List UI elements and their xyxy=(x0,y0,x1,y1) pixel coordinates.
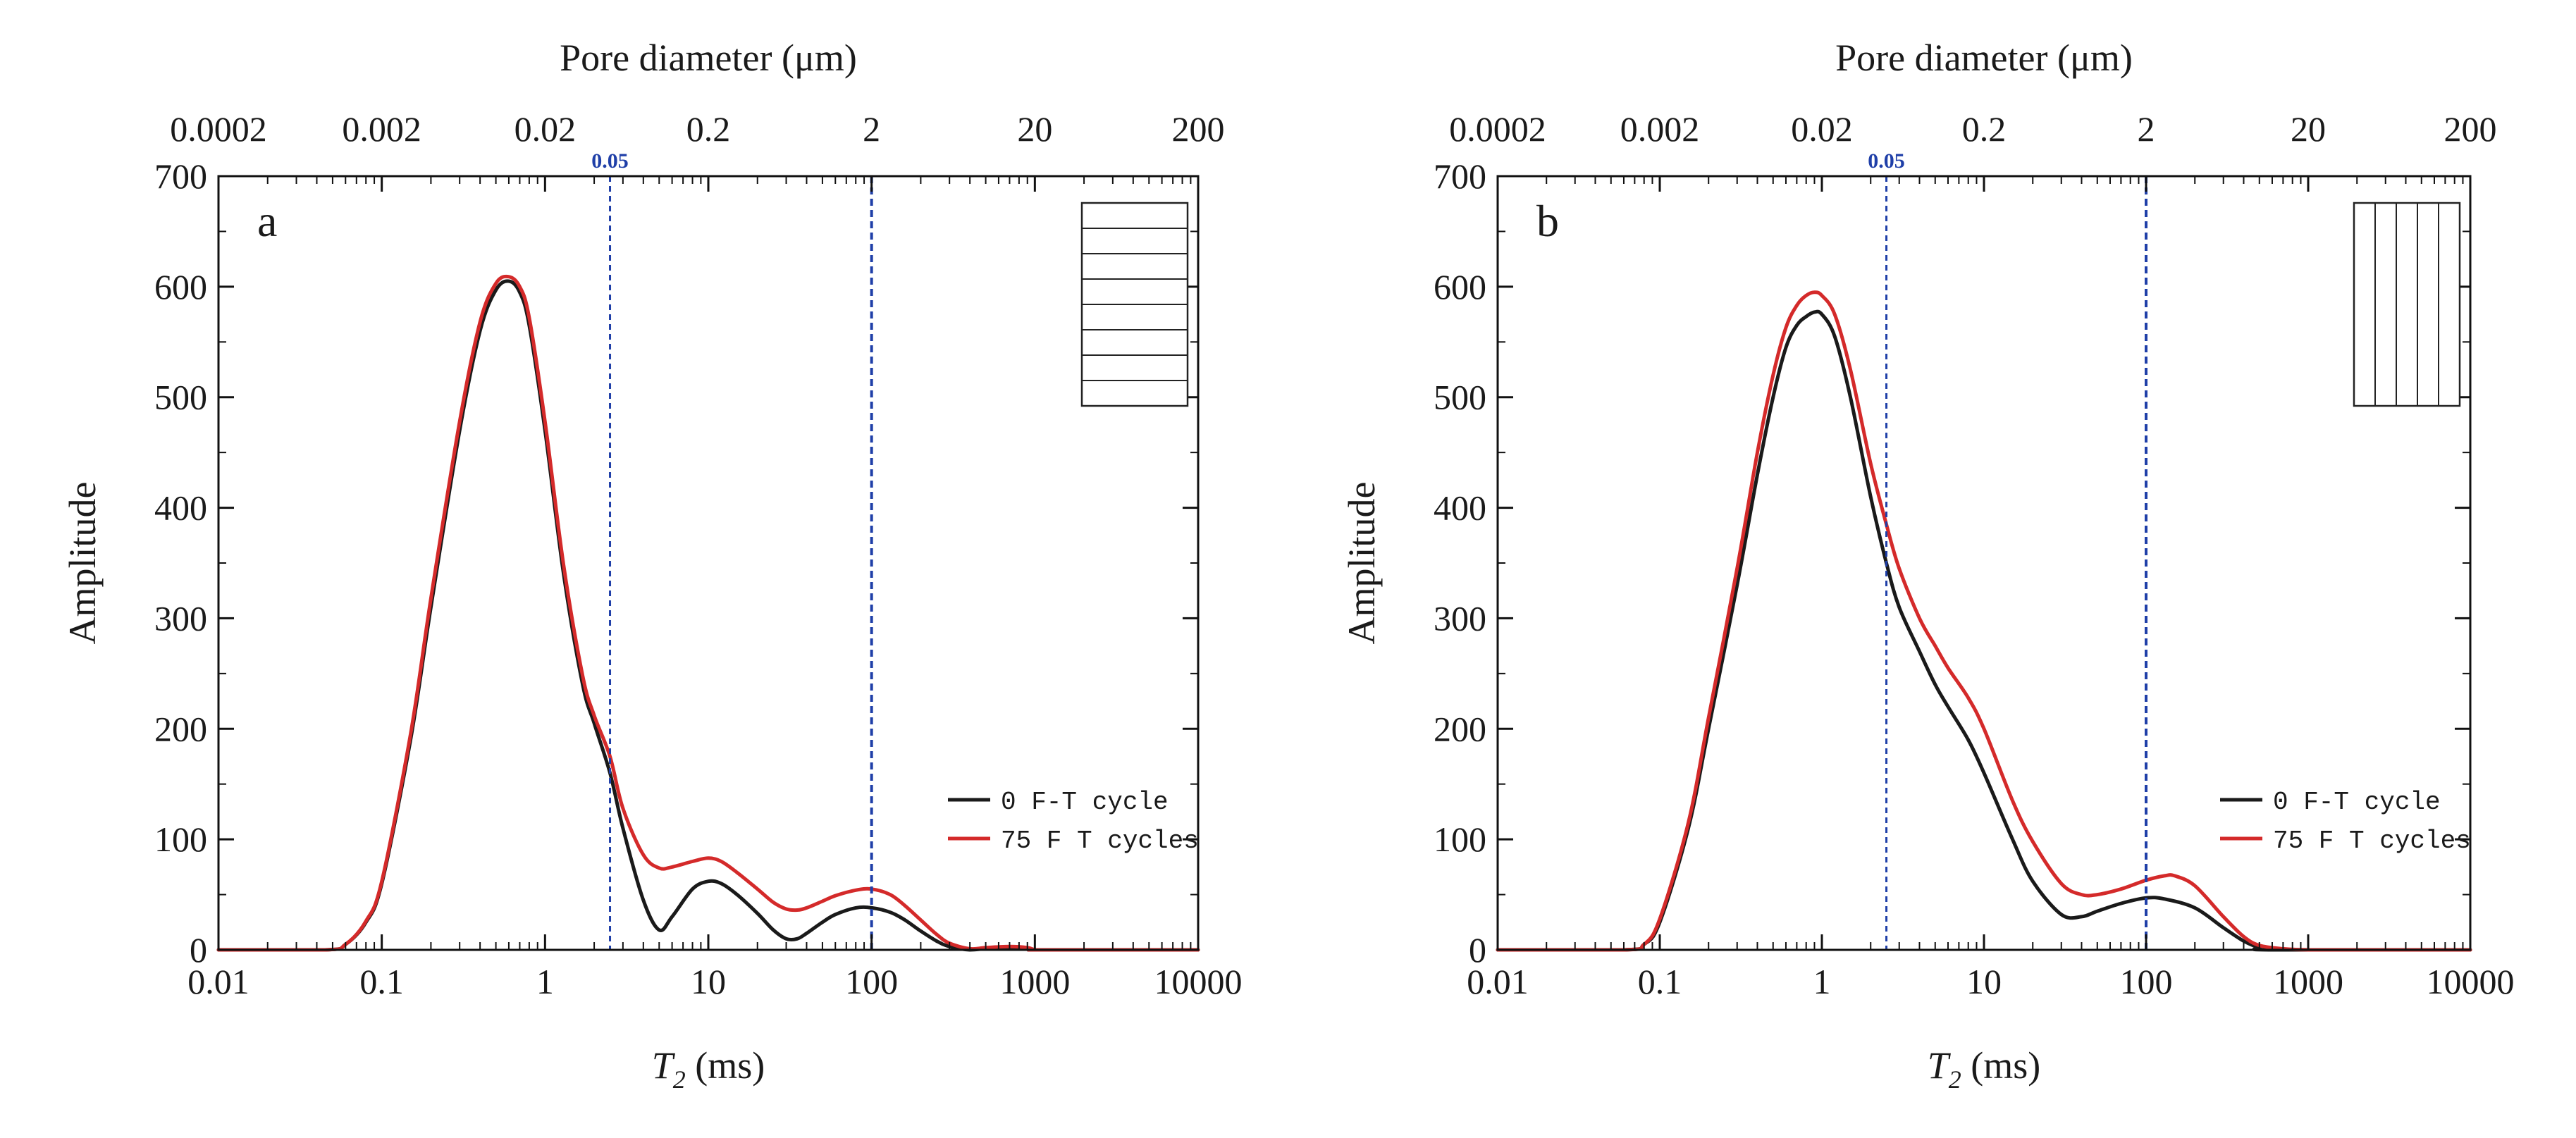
top-tick-label: 0.002 xyxy=(342,109,421,149)
y-tick-label: 200 xyxy=(1434,709,1486,748)
y-tick-label: 700 xyxy=(1434,156,1486,196)
series-line-75-cycles xyxy=(1496,290,2472,952)
x-tick-label: 100 xyxy=(845,962,898,1001)
legend-label: 0 F-T cycle xyxy=(2273,788,2441,817)
top-tick-label: 2 xyxy=(863,109,880,149)
y-axis-title: Amplitude xyxy=(1341,482,1383,645)
series-group xyxy=(216,274,1200,952)
panel-label: a xyxy=(257,196,277,246)
panel-label: b xyxy=(1536,196,1559,246)
x-tick-label: 0.01 xyxy=(187,962,249,1001)
x-tick-label: 0.01 xyxy=(1467,962,1529,1001)
x-axis-title-symbol: T xyxy=(652,1044,676,1087)
x-tick-label: 1 xyxy=(1813,962,1831,1001)
legend-label: 75 F T cycles xyxy=(2273,827,2471,855)
legend-label: 75 F T cycles xyxy=(1001,827,1199,855)
top-tick-label: 0.0002 xyxy=(170,109,267,149)
y-tick-label: 100 xyxy=(154,820,207,859)
vertical-layers-inset xyxy=(2353,202,2461,407)
x-axis-title-subscript: 2 xyxy=(1949,1065,1961,1094)
top-axis-title: Pore diameter (μm) xyxy=(1835,37,2133,79)
reference-line-label: 0.05 xyxy=(1868,149,1905,173)
x-tick-label: 100 xyxy=(2120,962,2173,1001)
top-tick-label: 0.2 xyxy=(686,109,731,149)
x-axis-title: T2 (ms) xyxy=(652,1044,765,1094)
x-axis-title-unit: (ms) xyxy=(1961,1044,2040,1087)
top-tick-label: 0.02 xyxy=(1791,109,1853,149)
y-tick-label: 0 xyxy=(190,930,207,970)
x-axis-title-subscript: 2 xyxy=(673,1065,686,1094)
y-tick-label: 300 xyxy=(1434,598,1486,638)
y-tick-label: 0 xyxy=(1469,930,1486,970)
series-group xyxy=(1496,290,2472,952)
x-tick-label: 10000 xyxy=(1154,962,1243,1001)
x-axis-title-unit: (ms) xyxy=(686,1044,765,1087)
horizontal-layers-inset xyxy=(1080,202,1189,407)
x-axis-title-symbol: T xyxy=(1928,1044,1952,1087)
y-tick-label: 400 xyxy=(154,488,207,528)
legend: 0 F-T cycle 75 F T cycles xyxy=(2220,788,2471,855)
top-tick-label: 20 xyxy=(1017,109,1052,149)
y-tick-label: 200 xyxy=(154,709,207,748)
top-tick-label: 0.02 xyxy=(514,109,577,149)
x-tick-label: 10000 xyxy=(2427,962,2515,1001)
top-tick-label: 0.2 xyxy=(1962,109,2007,149)
y-tick-label: 400 xyxy=(1434,488,1486,528)
y-tick-label: 300 xyxy=(154,598,207,638)
reference-line-label: 0.05 xyxy=(591,149,629,173)
x-tick-label: 0.1 xyxy=(1638,962,1682,1001)
x-tick-label: 10 xyxy=(691,962,726,1001)
top-tick-label: 20 xyxy=(2291,109,2326,149)
y-tick-label: 500 xyxy=(154,378,207,417)
x-tick-label: 1 xyxy=(536,962,554,1001)
y-tick-label: 600 xyxy=(1434,267,1486,307)
y-tick-label: 500 xyxy=(1434,378,1486,417)
top-axis-title: Pore diameter (μm) xyxy=(560,37,857,79)
x-tick-label: 1000 xyxy=(2273,962,2343,1001)
x-tick-label: 0.1 xyxy=(359,962,404,1001)
top-tick-label: 200 xyxy=(2444,109,2497,149)
y-tick-label: 100 xyxy=(1434,820,1486,859)
top-tick-label: 200 xyxy=(1172,109,1225,149)
inset-frame xyxy=(2353,202,2461,407)
top-tick-label: 0.0002 xyxy=(1449,109,1546,149)
legend: 0 F-T cycle 75 F T cycles xyxy=(948,788,1199,855)
top-tick-label: 2 xyxy=(2138,109,2155,149)
x-tick-label: 10 xyxy=(1966,962,2002,1001)
series-line-0-cycle xyxy=(1496,309,2472,952)
legend-label: 0 F-T cycle xyxy=(1001,788,1169,817)
x-axis-title: T2 (ms) xyxy=(1928,1044,2041,1094)
y-tick-label: 700 xyxy=(154,156,207,196)
series-line-75-cycles xyxy=(216,274,1200,952)
y-tick-label: 600 xyxy=(154,267,207,307)
y-axis-title: Amplitude xyxy=(61,482,104,645)
x-tick-label: 1000 xyxy=(999,962,1070,1001)
top-tick-label: 0.002 xyxy=(1620,109,1700,149)
